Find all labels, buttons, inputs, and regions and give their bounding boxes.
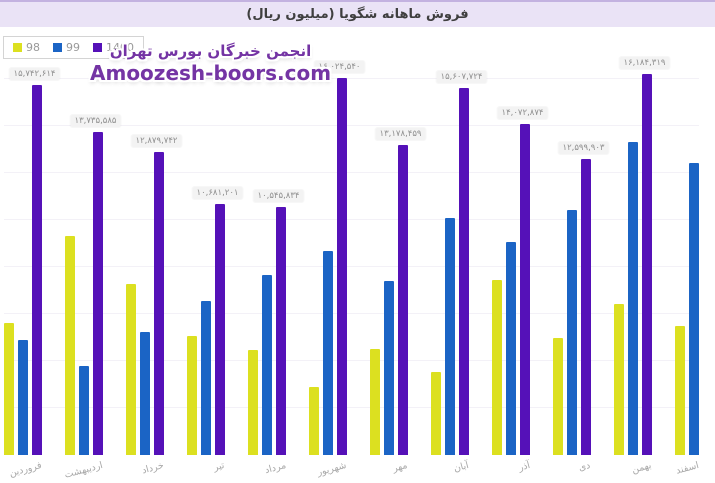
x-axis-label-month-9: آذر [516, 460, 531, 474]
x-axis-label-month-2: اردیبهشت [63, 460, 104, 481]
bar-99-month-3[interactable] [140, 331, 150, 455]
data-label-1400-month-6: ۱۶,۰۲۴,۵۴۰ [314, 60, 365, 73]
data-label-1400-month-7: ۱۳,۱۷۸,۴۵۹ [375, 127, 426, 140]
bar-group-month-12: اسفند [675, 62, 700, 477]
gridline [4, 265, 699, 267]
bar-98-month-4[interactable] [187, 335, 197, 455]
chart-title-bar: فروش ماهانه شگویا (میلیون ریال) [0, 0, 715, 27]
bar-98-month-1[interactable] [4, 322, 14, 455]
bar-group-month-11: ۱۶,۱۸۴,۳۱۹ بهمن [614, 57, 670, 476]
bar-group-month-1: ۱۵,۷۴۲,۶۱۴ فروردین [4, 62, 60, 479]
x-axis-label-month-1: فروردین [8, 460, 43, 480]
x-axis-label-month-12: اسفند [674, 460, 700, 477]
bar-98-month-8[interactable] [431, 371, 441, 455]
legend-label-99: 99 [66, 41, 80, 54]
bar-99-month-7[interactable] [384, 280, 394, 455]
x-axis-label-month-10: دی [577, 460, 592, 474]
bar-groups: ۱۵,۷۴۲,۶۱۴ فروردین ۱۳,۷۳۵,۵۸۵ اردیبهشت ۱۲,۸۷… [4, 57, 700, 481]
bar-98-month-9[interactable] [492, 279, 502, 455]
legend: 98 99 1400 [3, 36, 144, 59]
bar-1400-month-7[interactable]: ۱۳,۱۷۸,۴۵۹ [375, 127, 426, 455]
data-label-1400-month-8: ۱۵,۶۰۷,۷۲۴ [436, 70, 487, 83]
bar-98-month-12[interactable] [675, 325, 685, 455]
data-label-1400-month-3: ۱۲,۸۷۹,۷۴۲ [131, 134, 182, 147]
bar-98-month-7[interactable] [370, 348, 380, 455]
gridline [4, 77, 699, 79]
bar-group-month-10: ۱۲,۵۹۹,۹۰۳ دی [553, 62, 609, 474]
bar-99-month-9[interactable] [506, 241, 516, 455]
bar-group-month-7: ۱۳,۱۷۸,۴۵۹ مهر [370, 62, 426, 474]
bar-group-month-6: ۱۶,۰۲۴,۵۴۰ شهریور [309, 60, 365, 478]
bar-1400-month-1[interactable]: ۱۵,۷۴۲,۶۱۴ [9, 67, 60, 455]
bar-group-month-9: ۱۴,۰۷۲,۸۷۴ آذر [492, 62, 548, 474]
bar-1400-month-4[interactable]: ۱۰,۶۸۱,۲۰۱ [192, 186, 243, 455]
legend-item-98[interactable]: 98 [13, 41, 40, 54]
bar-group-month-8: ۱۵,۶۰۷,۷۲۴ آبان [431, 62, 487, 475]
x-axis-label-month-8: آبان [452, 460, 470, 475]
bar-99-month-2[interactable] [79, 365, 89, 455]
bar-1400-month-11[interactable]: ۱۶,۱۸۴,۳۱۹ [619, 57, 670, 455]
bar-98-month-5[interactable] [248, 349, 258, 455]
bar-99-month-11[interactable] [628, 141, 638, 455]
legend-swatch-99 [53, 43, 62, 52]
bar-1400-month-9[interactable]: ۱۴,۰۷۲,۸۷۴ [497, 106, 548, 455]
legend-item-99[interactable]: 99 [53, 41, 80, 54]
bar-99-month-8[interactable] [445, 217, 455, 455]
bar-1400-month-3[interactable]: ۱۲,۸۷۹,۷۴۲ [131, 134, 182, 455]
bar-98-month-3[interactable] [126, 283, 136, 455]
legend-swatch-1400 [93, 43, 102, 52]
x-axis-label-month-4: تیر [212, 460, 226, 474]
bar-99-month-10[interactable] [567, 209, 577, 455]
bar-group-month-4: ۱۰,۶۸۱,۲۰۱ تیر [187, 62, 243, 473]
gridline [4, 218, 699, 220]
data-label-1400-month-9: ۱۴,۰۷۲,۸۷۴ [497, 106, 548, 119]
bar-99-month-5[interactable] [262, 274, 272, 455]
legend-label-98: 98 [26, 41, 40, 54]
gridline [4, 359, 699, 361]
x-axis-label-month-7: مهر [391, 460, 409, 475]
plot-area: ۱۵,۷۴۲,۶۱۴ فروردین ۱۳,۷۳۵,۵۸۵ اردیبهشت ۱۲,۸۷… [4, 57, 700, 481]
chart-title: فروش ماهانه شگویا (میلیون ریال) [246, 7, 469, 22]
data-label-1400-month-11: ۱۶,۱۸۴,۳۱۹ [619, 57, 670, 70]
gridline [4, 312, 699, 314]
bar-99-month-6[interactable] [323, 250, 333, 455]
bar-group-month-3: ۱۲,۸۷۹,۷۴۲ خرداد [126, 62, 182, 476]
x-axis-label-month-6: شهریور [316, 460, 348, 479]
bar-99-month-12[interactable] [689, 162, 699, 455]
gridline [4, 171, 699, 173]
x-axis-label-month-11: بهمن [630, 460, 653, 476]
bar-1400-month-2[interactable]: ۱۳,۷۳۵,۵۸۵ [70, 114, 121, 455]
legend-swatch-98 [13, 43, 22, 52]
bar-group-month-5: ۱۰,۵۴۵,۸۳۴ مرداد [248, 62, 304, 476]
gridline [4, 406, 699, 408]
bar-1400-month-10[interactable]: ۱۲,۵۹۹,۹۰۳ [558, 141, 609, 455]
bar-98-month-10[interactable] [553, 337, 563, 455]
data-label-1400-month-4: ۱۰,۶۸۱,۲۰۱ [192, 186, 243, 199]
x-axis-label-month-3: خرداد [140, 460, 165, 477]
x-axis-label-month-5: مرداد [263, 460, 287, 477]
bar-1400-month-5[interactable]: ۱۰,۵۴۵,۸۳۴ [253, 189, 304, 455]
bar-1400-month-6[interactable]: ۱۶,۰۲۴,۵۴۰ [314, 60, 365, 455]
bar-1400-month-8[interactable]: ۱۵,۶۰۷,۷۲۴ [436, 70, 487, 455]
legend-label-1400: 1400 [106, 41, 134, 54]
bar-98-month-2[interactable] [65, 235, 75, 455]
data-label-1400-month-1: ۱۵,۷۴۲,۶۱۴ [9, 67, 60, 80]
bar-98-month-11[interactable] [614, 303, 624, 455]
data-label-1400-month-10: ۱۲,۵۹۹,۹۰۳ [558, 141, 609, 154]
legend-item-1400[interactable]: 1400 [93, 41, 134, 54]
bar-99-month-4[interactable] [201, 300, 211, 455]
data-label-1400-month-5: ۱۰,۵۴۵,۸۳۴ [253, 189, 304, 202]
data-label-1400-month-2: ۱۳,۷۳۵,۵۸۵ [70, 114, 121, 127]
bar-99-month-1[interactable] [18, 339, 28, 455]
bar-group-month-2: ۱۳,۷۳۵,۵۸۵ اردیبهشت [63, 62, 121, 481]
bar-98-month-6[interactable] [309, 387, 319, 455]
gridline [4, 124, 699, 126]
